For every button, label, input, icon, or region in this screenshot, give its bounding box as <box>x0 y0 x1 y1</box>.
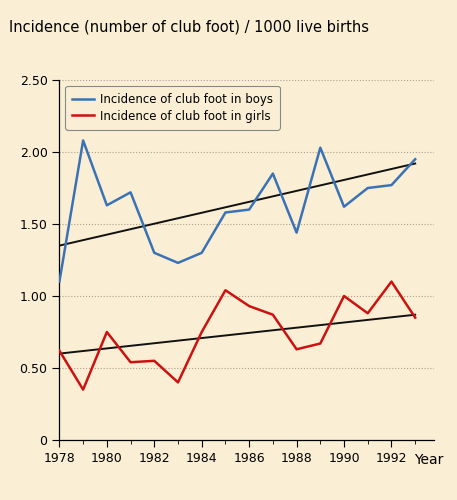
Incidence of club foot in boys <box>128 190 133 196</box>
Incidence of club foot in girls <box>246 303 252 309</box>
Incidence of club foot in girls <box>223 287 228 293</box>
Incidence of club foot in boys <box>389 182 394 188</box>
Legend: Incidence of club foot in boys, Incidence of club foot in girls: Incidence of club foot in boys, Incidenc… <box>65 86 280 130</box>
Incidence of club foot in girls <box>294 346 299 352</box>
Incidence of club foot in girls <box>341 293 347 299</box>
Line: Incidence of club foot in boys: Incidence of club foot in boys <box>59 140 415 282</box>
Incidence of club foot in girls <box>318 340 323 346</box>
Incidence of club foot in boys <box>104 202 110 208</box>
Incidence of club foot in girls <box>270 312 276 318</box>
Incidence of club foot in boys <box>294 230 299 235</box>
Incidence of club foot in boys <box>175 260 181 266</box>
Line: Incidence of club foot in girls: Incidence of club foot in girls <box>59 282 415 390</box>
Incidence of club foot in girls <box>128 359 133 365</box>
Incidence of club foot in boys <box>318 144 323 150</box>
Incidence of club foot in boys <box>341 204 347 210</box>
Incidence of club foot in girls <box>175 380 181 386</box>
Incidence of club foot in girls <box>104 329 110 335</box>
Text: Year: Year <box>414 452 443 466</box>
Incidence of club foot in girls <box>199 329 204 335</box>
Incidence of club foot in boys <box>223 210 228 216</box>
Incidence of club foot in girls <box>57 348 62 354</box>
Incidence of club foot in boys <box>152 250 157 256</box>
Incidence of club foot in boys <box>199 250 204 256</box>
Text: Incidence (number of club foot) / 1000 live births: Incidence (number of club foot) / 1000 l… <box>9 20 369 35</box>
Incidence of club foot in girls <box>412 314 418 320</box>
Incidence of club foot in boys <box>412 156 418 162</box>
Incidence of club foot in girls <box>152 358 157 364</box>
Incidence of club foot in boys <box>270 170 276 176</box>
Incidence of club foot in girls <box>389 278 394 284</box>
Incidence of club foot in girls <box>365 310 371 316</box>
Incidence of club foot in girls <box>80 386 86 392</box>
Incidence of club foot in boys <box>246 206 252 212</box>
Incidence of club foot in boys <box>365 185 371 191</box>
Incidence of club foot in boys <box>80 138 86 143</box>
Incidence of club foot in boys <box>57 278 62 284</box>
